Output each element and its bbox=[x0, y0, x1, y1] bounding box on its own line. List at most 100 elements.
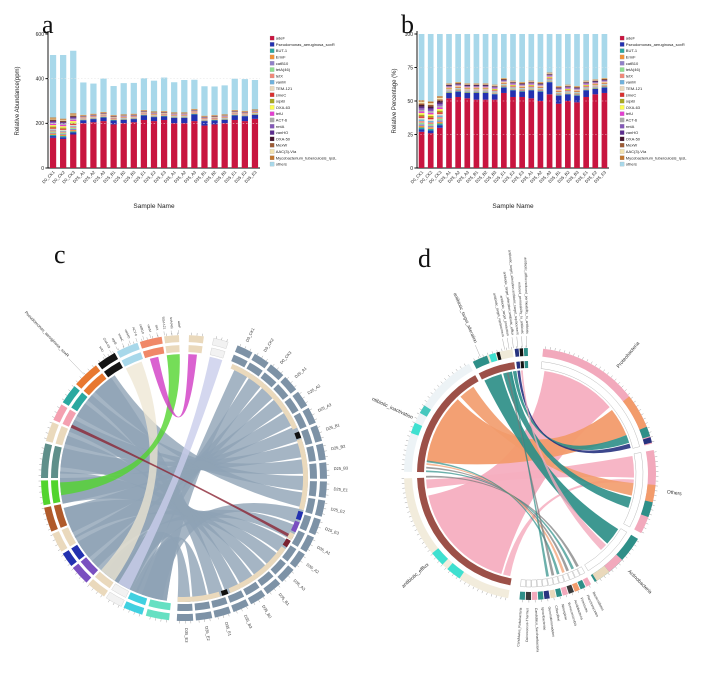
mechanism-phylum-chord-svg: Proteobacteria Others Actinobacteria antibi… bbox=[372, 250, 683, 653]
svg-text:Chloroflexi: Chloroflexi bbox=[554, 605, 561, 622]
svg-text:oqxB: oqxB bbox=[626, 99, 635, 104]
svg-text:AAC(3)-VIa: AAC(3)-VIa bbox=[626, 149, 647, 154]
svg-text:D35_A3: D35_A3 bbox=[292, 578, 307, 592]
svg-text:D0_CK3: D0_CK3 bbox=[279, 350, 293, 365]
svg-text:vanHO: vanHO bbox=[626, 130, 638, 135]
svg-text:vanHO: vanHO bbox=[124, 328, 132, 339]
svg-text:100: 100 bbox=[405, 32, 414, 38]
svg-text:400: 400 bbox=[36, 76, 45, 82]
svg-text:tetA(46): tetA(46) bbox=[626, 67, 641, 72]
svg-text:catB10: catB10 bbox=[276, 61, 289, 66]
svg-text:Actinobacteria: Actinobacteria bbox=[626, 569, 653, 596]
svg-text:600: 600 bbox=[36, 32, 45, 38]
svg-text:Candidatus_Rokubacteria: Candidatus_Rokubacteria bbox=[516, 607, 522, 646]
svg-text:antibiotic_target_protection: antibiotic_target_protection bbox=[499, 295, 510, 336]
svg-text:OXA-63: OXA-63 bbox=[102, 337, 111, 349]
svg-text:reduced_permeability_to_antibi: reduced_permeability_to_antibiotic bbox=[517, 282, 524, 335]
svg-text:TEM-121: TEM-121 bbox=[626, 86, 643, 91]
ticks bbox=[38, 332, 330, 624]
svg-text:adeF: adeF bbox=[276, 36, 286, 41]
svg-text:vanM: vanM bbox=[276, 80, 286, 85]
svg-text:0: 0 bbox=[410, 166, 413, 172]
svg-text:D35_B2: D35_B2 bbox=[261, 604, 273, 620]
panel-a-abundance-barchart: a 0 200 400 600 D0_CK1 D0_CK2 D0_CK3 D25_A1 D25_… bbox=[8, 8, 363, 220]
svg-text:D35_E2: D35_E2 bbox=[204, 626, 211, 642]
svg-text:TEM-121: TEM-121 bbox=[161, 316, 167, 330]
svg-text:Acidobacteria: Acidobacteria bbox=[573, 600, 584, 621]
svg-text:smeC: smeC bbox=[276, 92, 287, 97]
svg-text:Mycobacterium_tuberculosis_rps: Mycobacterium_tuberculosis_rpsL bbox=[626, 155, 687, 160]
svg-text:D35_A1: D35_A1 bbox=[316, 545, 332, 557]
svg-text:catB10: catB10 bbox=[138, 324, 145, 335]
svg-text:75: 75 bbox=[407, 65, 413, 71]
svg-text:tetX: tetX bbox=[154, 324, 159, 331]
svg-text:Sample Name: Sample Name bbox=[492, 203, 534, 210]
svg-text:Proteobacteria: Proteobacteria bbox=[616, 341, 642, 370]
svg-text:OXA-63: OXA-63 bbox=[626, 105, 641, 110]
svg-text:D35_E1: D35_E1 bbox=[224, 621, 233, 637]
panel-letter-c: c bbox=[54, 240, 66, 269]
svg-text:tetU: tetU bbox=[98, 346, 105, 354]
svg-text:AAC(3)-VIa: AAC(3)-VIa bbox=[276, 149, 297, 154]
svg-text:ErmF: ErmF bbox=[276, 55, 286, 60]
svg-text:D25_A1: D25_A1 bbox=[294, 365, 309, 379]
ring-segments bbox=[41, 335, 327, 621]
svg-text:Relative Percentage (%): Relative Percentage (%) bbox=[392, 68, 398, 133]
svg-text:Pseudomonas_aeruginosa_soxR: Pseudomonas_aeruginosa_soxR bbox=[24, 310, 70, 358]
svg-text:D25_E2: D25_E2 bbox=[330, 506, 346, 514]
svg-text:smeC: smeC bbox=[626, 92, 637, 97]
svg-text:Sample Name: Sample Name bbox=[133, 203, 175, 210]
svg-text:Verrucomicrobia: Verrucomicrobia bbox=[567, 602, 578, 627]
svg-text:Pseudomonas_aeruginosa_soxR: Pseudomonas_aeruginosa_soxR bbox=[276, 42, 335, 47]
svg-text:tetX: tetX bbox=[276, 73, 283, 78]
svg-text:D35_A2: D35_A2 bbox=[305, 562, 320, 575]
svg-text:MexW: MexW bbox=[276, 143, 288, 148]
svg-text:rmtA: rmtA bbox=[276, 124, 285, 129]
svg-text:ACT-6: ACT-6 bbox=[626, 118, 638, 123]
svg-text:tetX: tetX bbox=[626, 73, 633, 78]
svg-text:ACT-6: ACT-6 bbox=[276, 118, 288, 123]
svg-text:oqxB: oqxB bbox=[276, 99, 285, 104]
svg-text:oqxB: oqxB bbox=[111, 337, 118, 345]
svg-text:Mycobacterium_tuberculosis_rps: Mycobacterium_tuberculosis_rpsL bbox=[276, 155, 337, 160]
svg-text:OXA-50: OXA-50 bbox=[276, 136, 291, 141]
abundance-stacked-bar-svg: 0200400600D0_CK1D0_CK2D0_CK3D25_A1D25_A2… bbox=[15, 31, 337, 210]
svg-text:smeC: smeC bbox=[117, 333, 124, 343]
svg-text:D25_B3: D25_B3 bbox=[334, 465, 349, 471]
svg-text:vanM: vanM bbox=[146, 324, 152, 333]
svg-text:antibiotic_efflux: antibiotic_efflux bbox=[401, 562, 431, 590]
svg-text:vanHO: vanHO bbox=[276, 130, 288, 135]
svg-text:others: others bbox=[276, 162, 287, 167]
panel-b-percentage-barchart: b 0 25 50 75 100 D0_CK1 D0_CK2 D0_CK3 D25_A1 D25_… bbox=[385, 8, 701, 220]
svg-text:25: 25 bbox=[407, 132, 413, 138]
svg-text:adeF: adeF bbox=[177, 321, 181, 328]
svg-text:Ignavibacteriae: Ignavibacteriae bbox=[541, 607, 547, 630]
svg-text:D25_B2: D25_B2 bbox=[331, 443, 347, 451]
svg-text:Others: Others bbox=[666, 489, 682, 497]
ticks bbox=[401, 345, 659, 603]
svg-text:Nitrospirae: Nitrospirae bbox=[560, 604, 568, 621]
svg-text:D25_A3: D25_A3 bbox=[317, 402, 333, 413]
svg-text:BUT-1: BUT-1 bbox=[276, 48, 288, 53]
percentage-stacked-bar-svg: 0255075100D0_CK1D0_CK2D0_CK3D25_A1D25_A2… bbox=[392, 31, 687, 210]
svg-text:adeF: adeF bbox=[626, 36, 636, 41]
svg-text:D25_E1: D25_E1 bbox=[333, 486, 349, 492]
panel-letter-d: d bbox=[418, 244, 431, 273]
bars bbox=[49, 50, 259, 168]
svg-text:ErmF: ErmF bbox=[626, 55, 636, 60]
svg-text:tetA(46): tetA(46) bbox=[169, 317, 174, 329]
svg-text:BUT-1: BUT-1 bbox=[626, 48, 638, 53]
svg-text:TEM-121: TEM-121 bbox=[276, 86, 293, 91]
svg-text:200: 200 bbox=[36, 121, 45, 127]
ring-segments bbox=[404, 348, 656, 600]
svg-text:Gemmatimonadetes: Gemmatimonadetes bbox=[547, 606, 555, 637]
svg-text:D0_CK1: D0_CK1 bbox=[244, 326, 255, 343]
svg-text:antibiotic_efflux;reduced_perm: antibiotic_efflux;reduced_permeability_t… bbox=[523, 257, 529, 334]
svg-text:D25_E3: D25_E3 bbox=[324, 526, 340, 536]
svg-text:50: 50 bbox=[407, 99, 413, 105]
svg-text:tetA(46): tetA(46) bbox=[276, 67, 291, 72]
svg-text:antibiotic_target_alteration: antibiotic_target_alteration bbox=[453, 292, 479, 344]
ribbons bbox=[60, 354, 308, 602]
